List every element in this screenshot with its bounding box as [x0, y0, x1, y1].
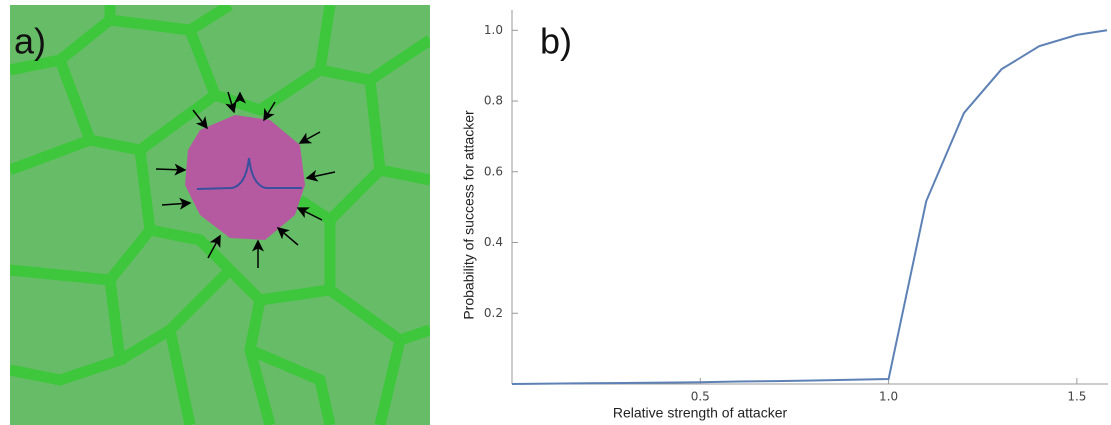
x-axis-label: Relative strength of attacker: [613, 405, 788, 421]
x-tick-label: 1.5: [1067, 390, 1086, 404]
y-tick-label: 0.6: [484, 164, 503, 178]
y-tick-label: 0.2: [484, 306, 503, 320]
panel-label: b): [540, 21, 572, 62]
y-tick-label: 0.8: [484, 94, 503, 108]
grain-boundaries: [10, 5, 430, 425]
arrows: [155, 91, 336, 268]
profile-curve: [196, 157, 302, 190]
x-tick-label: 1.0: [879, 390, 898, 404]
y-tick-label: 0.4: [484, 235, 503, 249]
y-axis-label: Probability of success for attacker: [461, 110, 477, 320]
x-tick-label: 0.5: [691, 390, 710, 404]
y-tick-label: 1.0: [484, 23, 503, 37]
data-line: [511, 29, 1108, 385]
simulation-image: [10, 5, 430, 425]
panel-label: a): [14, 21, 46, 62]
